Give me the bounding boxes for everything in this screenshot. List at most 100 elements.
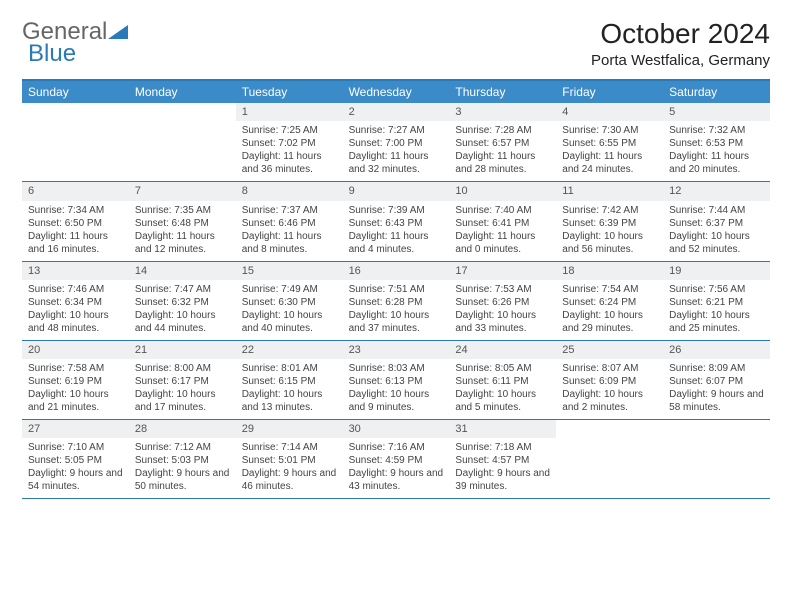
calendar-cell: [556, 420, 663, 498]
cell-body: Sunrise: 8:05 AMSunset: 6:11 PMDaylight:…: [449, 359, 556, 419]
sunset-text: Sunset: 6:09 PM: [562, 375, 657, 388]
calendar-cell: 21Sunrise: 8:00 AMSunset: 6:17 PMDayligh…: [129, 341, 236, 419]
sunrise-text: Sunrise: 8:09 AM: [669, 362, 764, 375]
cell-body: Sunrise: 8:09 AMSunset: 6:07 PMDaylight:…: [663, 359, 770, 419]
logo-triangle-icon: [108, 23, 130, 41]
date-number: 24: [449, 341, 556, 359]
sunset-text: Sunset: 6:07 PM: [669, 375, 764, 388]
sunrise-text: Sunrise: 7:39 AM: [349, 204, 444, 217]
daylight-text: Daylight: 10 hours and 13 minutes.: [242, 388, 337, 414]
daylight-text: Daylight: 10 hours and 25 minutes.: [669, 309, 764, 335]
cell-body: [22, 121, 129, 129]
day-header: Tuesday: [236, 81, 343, 103]
daylight-text: Daylight: 10 hours and 48 minutes.: [28, 309, 123, 335]
calendar-cell: 27Sunrise: 7:10 AMSunset: 5:05 PMDayligh…: [22, 420, 129, 498]
daylight-text: Daylight: 11 hours and 28 minutes.: [455, 150, 550, 176]
daylight-text: Daylight: 10 hours and 17 minutes.: [135, 388, 230, 414]
daylight-text: Daylight: 11 hours and 4 minutes.: [349, 230, 444, 256]
daylight-text: Daylight: 9 hours and 43 minutes.: [349, 467, 444, 493]
daylight-text: Daylight: 11 hours and 12 minutes.: [135, 230, 230, 256]
date-number: [22, 103, 129, 121]
calendar: Sunday Monday Tuesday Wednesday Thursday…: [22, 79, 770, 499]
sunrise-text: Sunrise: 7:51 AM: [349, 283, 444, 296]
date-number: 19: [663, 262, 770, 280]
day-header: Thursday: [449, 81, 556, 103]
date-number: 8: [236, 182, 343, 200]
cell-body: Sunrise: 7:44 AMSunset: 6:37 PMDaylight:…: [663, 201, 770, 261]
daylight-text: Daylight: 9 hours and 54 minutes.: [28, 467, 123, 493]
sunrise-text: Sunrise: 7:37 AM: [242, 204, 337, 217]
sunset-text: Sunset: 6:34 PM: [28, 296, 123, 309]
date-number: 6: [22, 182, 129, 200]
sunrise-text: Sunrise: 7:54 AM: [562, 283, 657, 296]
cell-body: Sunrise: 7:34 AMSunset: 6:50 PMDaylight:…: [22, 201, 129, 261]
day-header: Saturday: [663, 81, 770, 103]
date-number: 7: [129, 182, 236, 200]
sunrise-text: Sunrise: 7:44 AM: [669, 204, 764, 217]
calendar-cell: 28Sunrise: 7:12 AMSunset: 5:03 PMDayligh…: [129, 420, 236, 498]
sunset-text: Sunset: 6:13 PM: [349, 375, 444, 388]
daylight-text: Daylight: 10 hours and 52 minutes.: [669, 230, 764, 256]
calendar-cell: 24Sunrise: 8:05 AMSunset: 6:11 PMDayligh…: [449, 341, 556, 419]
sunrise-text: Sunrise: 7:49 AM: [242, 283, 337, 296]
cell-body: [556, 438, 663, 446]
sunset-text: Sunset: 4:59 PM: [349, 454, 444, 467]
sunset-text: Sunset: 6:53 PM: [669, 137, 764, 150]
date-number: 5: [663, 103, 770, 121]
sunrise-text: Sunrise: 7:25 AM: [242, 124, 337, 137]
date-number: 26: [663, 341, 770, 359]
sunset-text: Sunset: 6:28 PM: [349, 296, 444, 309]
cell-body: Sunrise: 7:10 AMSunset: 5:05 PMDaylight:…: [22, 438, 129, 498]
sunrise-text: Sunrise: 7:14 AM: [242, 441, 337, 454]
date-number: 12: [663, 182, 770, 200]
calendar-cell: 25Sunrise: 8:07 AMSunset: 6:09 PMDayligh…: [556, 341, 663, 419]
calendar-cell: [663, 420, 770, 498]
calendar-cell: 11Sunrise: 7:42 AMSunset: 6:39 PMDayligh…: [556, 182, 663, 260]
sunset-text: Sunset: 6:48 PM: [135, 217, 230, 230]
sunrise-text: Sunrise: 7:10 AM: [28, 441, 123, 454]
calendar-cell: [22, 103, 129, 181]
sunset-text: Sunset: 5:05 PM: [28, 454, 123, 467]
day-header: Sunday: [22, 81, 129, 103]
cell-body: Sunrise: 7:46 AMSunset: 6:34 PMDaylight:…: [22, 280, 129, 340]
date-number: 4: [556, 103, 663, 121]
date-number: 31: [449, 420, 556, 438]
daylight-text: Daylight: 9 hours and 46 minutes.: [242, 467, 337, 493]
calendar-cell: 18Sunrise: 7:54 AMSunset: 6:24 PMDayligh…: [556, 262, 663, 340]
sunrise-text: Sunrise: 7:18 AM: [455, 441, 550, 454]
location-text: Porta Westfalica, Germany: [591, 52, 770, 69]
cell-body: Sunrise: 7:25 AMSunset: 7:02 PMDaylight:…: [236, 121, 343, 181]
cell-body: Sunrise: 7:53 AMSunset: 6:26 PMDaylight:…: [449, 280, 556, 340]
calendar-cell: 15Sunrise: 7:49 AMSunset: 6:30 PMDayligh…: [236, 262, 343, 340]
day-header: Monday: [129, 81, 236, 103]
sunset-text: Sunset: 7:00 PM: [349, 137, 444, 150]
daylight-text: Daylight: 10 hours and 5 minutes.: [455, 388, 550, 414]
cell-body: Sunrise: 8:01 AMSunset: 6:15 PMDaylight:…: [236, 359, 343, 419]
logo-text-blue: Blue: [28, 40, 76, 68]
date-number: 23: [343, 341, 450, 359]
date-number: 28: [129, 420, 236, 438]
cell-body: Sunrise: 7:27 AMSunset: 7:00 PMDaylight:…: [343, 121, 450, 181]
day-header: Wednesday: [343, 81, 450, 103]
sunrise-text: Sunrise: 8:05 AM: [455, 362, 550, 375]
calendar-cell: 23Sunrise: 8:03 AMSunset: 6:13 PMDayligh…: [343, 341, 450, 419]
sunset-text: Sunset: 6:41 PM: [455, 217, 550, 230]
sunset-text: Sunset: 5:03 PM: [135, 454, 230, 467]
date-number: 10: [449, 182, 556, 200]
date-number: 16: [343, 262, 450, 280]
sunset-text: Sunset: 6:57 PM: [455, 137, 550, 150]
cell-body: Sunrise: 7:42 AMSunset: 6:39 PMDaylight:…: [556, 201, 663, 261]
sunrise-text: Sunrise: 7:27 AM: [349, 124, 444, 137]
sunset-text: Sunset: 6:50 PM: [28, 217, 123, 230]
calendar-cell: 17Sunrise: 7:53 AMSunset: 6:26 PMDayligh…: [449, 262, 556, 340]
calendar-cell: 16Sunrise: 7:51 AMSunset: 6:28 PMDayligh…: [343, 262, 450, 340]
sunset-text: Sunset: 6:11 PM: [455, 375, 550, 388]
weeks-container: 1Sunrise: 7:25 AMSunset: 7:02 PMDaylight…: [22, 103, 770, 499]
calendar-cell: 1Sunrise: 7:25 AMSunset: 7:02 PMDaylight…: [236, 103, 343, 181]
sunrise-text: Sunrise: 7:47 AM: [135, 283, 230, 296]
sunrise-text: Sunrise: 7:30 AM: [562, 124, 657, 137]
week-row: 20Sunrise: 7:58 AMSunset: 6:19 PMDayligh…: [22, 341, 770, 420]
cell-body: Sunrise: 7:16 AMSunset: 4:59 PMDaylight:…: [343, 438, 450, 498]
date-number: 29: [236, 420, 343, 438]
sunrise-text: Sunrise: 7:35 AM: [135, 204, 230, 217]
